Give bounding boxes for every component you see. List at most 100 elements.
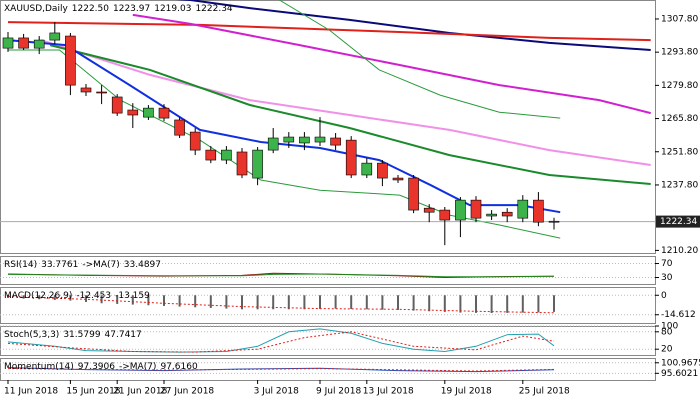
candle-body — [408, 177, 419, 211]
header-item: ->MA(7) — [82, 260, 119, 270]
candle-body — [314, 136, 326, 143]
header-item: -13.159 — [115, 291, 150, 301]
candle-body — [65, 35, 76, 86]
candle-body — [486, 213, 497, 217]
y-tick-label: 70 — [661, 259, 673, 269]
candle-body — [361, 162, 373, 176]
x-tick-label: 25 Jul 2018 — [519, 387, 570, 397]
y-tick-label: 100 — [661, 322, 678, 332]
candle-body — [127, 109, 139, 116]
x-tick-label: 9 Jul 2018 — [316, 387, 361, 397]
candle-body — [158, 107, 170, 119]
header-item: MACD(12,26,9) — [4, 291, 72, 301]
candle-body — [548, 220, 560, 223]
candle-body — [143, 107, 154, 118]
candle-body — [205, 149, 217, 161]
header-item: 1222.50 — [72, 4, 109, 14]
y-tick-label: 1265.80 — [661, 114, 698, 124]
y-tick-label: 1293.80 — [661, 48, 698, 58]
candle-body — [174, 119, 185, 136]
panel-header: MACD(12,26,9) -12.453 -13.159 — [4, 291, 150, 301]
candle-body — [501, 211, 513, 217]
header-item: 31.5799 — [63, 330, 100, 340]
indicator-line — [49, 44, 651, 185]
x-tick-label: 11 Jun 2018 — [4, 387, 58, 397]
header-item: Momentum(14) — [4, 362, 74, 372]
y-tick-label: 30 — [661, 273, 673, 283]
indicator-line — [7, 331, 555, 353]
header-item: -12.453 — [76, 291, 111, 301]
candle-body — [267, 137, 279, 151]
last-price-label: 1222.34 — [660, 217, 697, 227]
candle-body — [533, 199, 544, 223]
x-tick-label: 27 Jun 2018 — [160, 387, 214, 397]
indicator-line — [7, 273, 555, 278]
y-tick-label: 80 — [661, 327, 673, 337]
candle-body — [455, 199, 466, 221]
indicator-line — [7, 296, 555, 314]
header-item: XAUUSD,Daily — [4, 4, 68, 14]
x-tick-label: 21 Jun 2018 — [113, 387, 167, 397]
header-item: ->MA(7) — [119, 362, 156, 372]
candle-body — [283, 136, 295, 143]
candle-body — [189, 131, 201, 151]
candle-body — [470, 199, 482, 219]
x-tick-label: 3 Jul 2018 — [254, 387, 299, 397]
candle-body — [80, 87, 92, 93]
indicator-line — [40, 39, 651, 166]
candle-body — [517, 199, 529, 219]
x-tick-label: 15 Jun 2018 — [66, 387, 120, 397]
y-tick-label: -14.612 — [661, 310, 696, 320]
candle-body — [345, 139, 357, 176]
y-tick-label: 1237.80 — [661, 180, 698, 190]
header-item: RSI(14) — [4, 260, 37, 270]
panel-header: Momentum(14) 97.3906 ->MA(7) 97.6160 — [4, 362, 198, 372]
main-panel — [0, 0, 656, 254]
header-item: 1222.34 — [195, 4, 232, 14]
header-item: 1219.03 — [154, 4, 191, 14]
candle-body — [221, 149, 232, 161]
candle-body — [392, 177, 404, 181]
candle-body — [299, 136, 310, 144]
candle-body — [49, 32, 61, 41]
header-item: 47.7417 — [105, 330, 142, 340]
indicator-line — [279, 0, 561, 119]
panel-header: RSI(14) 33.7761 ->MA(7) 33.4897 — [4, 260, 161, 270]
macd-panel — [0, 287, 656, 324]
indicator-line — [8, 49, 561, 239]
candle-body — [2, 37, 14, 49]
rsi-panel — [0, 256, 656, 285]
indicator-line — [7, 39, 561, 214]
candle-body — [236, 151, 248, 176]
candle-body — [111, 96, 123, 114]
candle-body — [96, 91, 107, 94]
candle-body — [33, 39, 45, 49]
indicator-line — [7, 328, 555, 353]
y-tick-label: 0 — [661, 291, 667, 301]
indicator-line — [7, 21, 651, 42]
y-tick-label: 95.6021 — [661, 369, 698, 379]
candle-body — [18, 37, 29, 49]
indicator-line — [132, 13, 651, 115]
header-item: 1223.97 — [113, 4, 150, 14]
y-tick-label: 1210.20 — [661, 246, 698, 256]
candle-body — [439, 209, 451, 221]
x-tick-label: 13 Jul 2018 — [363, 387, 414, 397]
y-tick-label: 1251.80 — [661, 147, 698, 157]
indicator-line — [7, 368, 555, 372]
header-item: 33.7761 — [41, 260, 78, 270]
y-tick-label: 1279.80 — [661, 81, 698, 91]
candle-body — [330, 137, 341, 146]
panel-header: XAUUSD,Daily 1222.50 1223.97 1219.03 1222.34 — [4, 4, 233, 14]
x-tick-label: 19 Jul 2018 — [441, 387, 492, 397]
indicator-line — [175, 0, 651, 51]
last-price-box — [656, 215, 700, 228]
panel-header: Stoch(5,3,3) 31.5799 47.7417 — [4, 330, 142, 340]
y-tick-label: 20 — [661, 345, 673, 355]
candle-body — [377, 162, 388, 179]
header-item: Stoch(5,3,3) — [4, 330, 59, 340]
y-tick-label: 100.9675 — [661, 358, 700, 368]
momentum-panel — [0, 358, 656, 381]
y-tick-label: 1307.80 — [661, 14, 698, 24]
